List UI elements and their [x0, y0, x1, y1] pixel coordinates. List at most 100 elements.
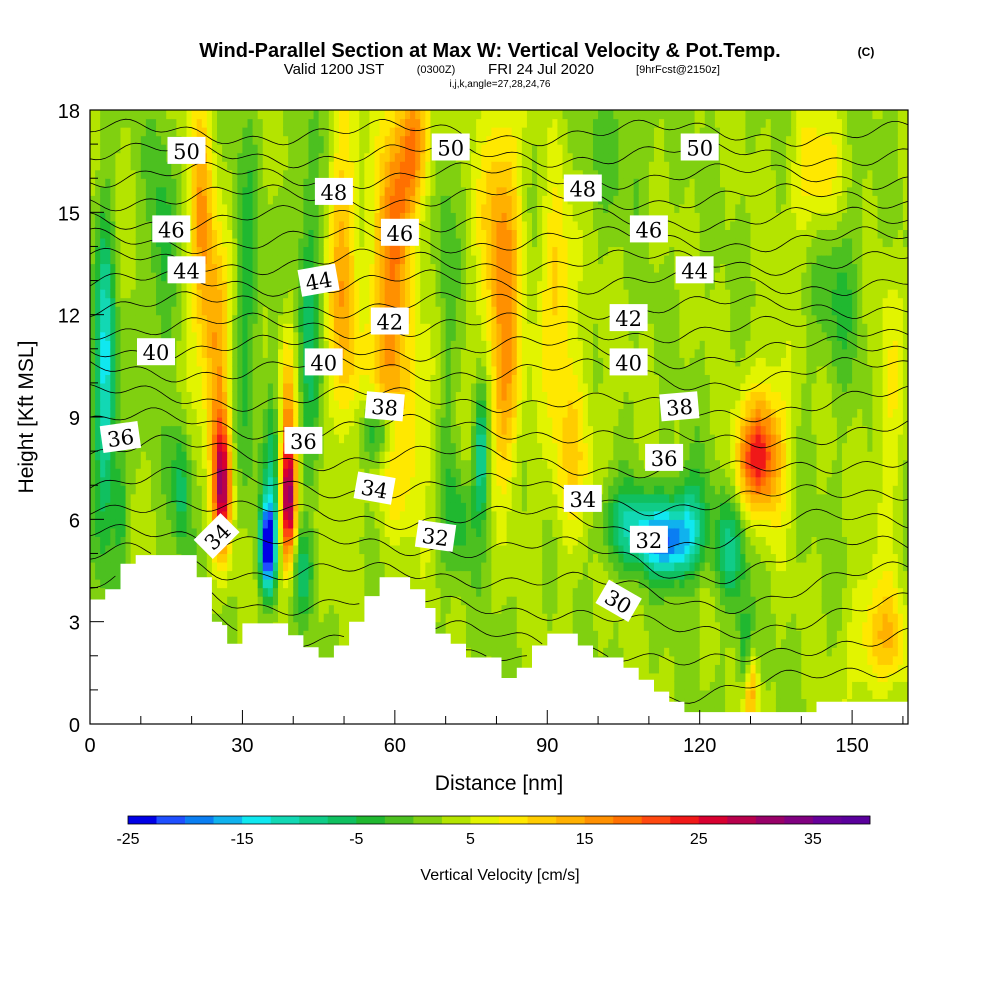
w-cell: [354, 118, 360, 128]
w-cell: [206, 510, 213, 520]
w-cell: [420, 340, 426, 350]
w-cell: [120, 340, 127, 350]
w-cell: [211, 314, 218, 324]
w-cell: [308, 493, 315, 503]
w-cell: [257, 570, 264, 580]
w-cell: [313, 553, 320, 563]
w-cell: [171, 374, 177, 384]
w-cell: [156, 399, 162, 410]
w-cell: [217, 357, 223, 367]
w-cell: [283, 476, 289, 486]
w-cell: [186, 178, 193, 188]
w-cell: [227, 553, 233, 563]
w-cell: [333, 161, 340, 171]
w-cell: [430, 195, 437, 205]
w-cell: [272, 434, 279, 444]
w-cell: [344, 493, 350, 503]
w-cell: [399, 246, 406, 256]
w-cell: [186, 451, 193, 461]
w-cell: [308, 212, 315, 222]
w-cell: [105, 195, 111, 205]
w-cell: [115, 203, 122, 213]
w-cell: [394, 527, 401, 537]
w-cell: [389, 348, 396, 358]
w-cell: [288, 237, 294, 248]
w-cell: [120, 229, 127, 239]
w-cell: [206, 144, 213, 154]
w-cell: [130, 536, 137, 546]
w-cell: [313, 237, 320, 248]
w-cell: [410, 110, 416, 120]
w-cell: [394, 297, 401, 307]
w-cell: [191, 348, 198, 358]
w-cell: [267, 485, 274, 495]
w-cell: [333, 297, 340, 307]
w-cell: [237, 417, 244, 427]
w-cell: [389, 544, 396, 555]
w-cell: [303, 169, 310, 179]
w-cell: [288, 306, 294, 316]
w-cell: [277, 254, 284, 265]
w-cell: [405, 408, 411, 418]
w-cell: [349, 229, 355, 239]
w-cell: [206, 553, 213, 563]
w-cell: [171, 519, 177, 529]
w-cell: [110, 280, 116, 290]
w-cell: [313, 596, 320, 606]
w-cell: [288, 604, 294, 614]
w-cell: [359, 340, 365, 350]
w-cell: [232, 579, 238, 589]
w-cell: [267, 246, 274, 256]
w-cell: [308, 613, 315, 623]
w-cell: [277, 229, 284, 239]
w-cell: [267, 434, 274, 444]
w-cell: [344, 254, 350, 265]
w-cell: [125, 110, 132, 120]
w-cell: [145, 272, 152, 282]
w-cell: [115, 519, 122, 529]
w-cell: [420, 297, 426, 307]
w-cell: [120, 289, 127, 299]
w-cell: [166, 442, 172, 452]
w-cell: [420, 434, 426, 444]
w-cell: [338, 553, 345, 563]
w-cell: [166, 502, 172, 512]
w-cell: [288, 579, 294, 589]
w-cell: [211, 254, 218, 265]
w-cell: [140, 203, 147, 213]
w-cell: [277, 357, 284, 367]
w-cell: [242, 604, 249, 614]
w-cell: [272, 408, 279, 418]
w-cell: [247, 382, 254, 393]
w-cell: [125, 382, 132, 393]
w-cell: [410, 365, 416, 375]
w-cell: [364, 374, 371, 384]
w-cell: [156, 536, 162, 546]
w-cell: [435, 203, 442, 213]
w-cell: [252, 468, 259, 478]
w-cell: [420, 553, 426, 563]
w-cell: [384, 186, 391, 196]
w-cell: [171, 280, 177, 290]
w-cell: [242, 306, 249, 316]
w-cell: [298, 579, 304, 589]
w-cell: [125, 340, 132, 350]
w-cell: [247, 485, 254, 495]
w-cell: [120, 493, 127, 503]
w-cell: [379, 374, 386, 384]
w-cell: [227, 417, 233, 427]
w-cell: [267, 442, 274, 452]
w-cell: [399, 527, 406, 537]
w-cell: [313, 476, 320, 486]
w-cell: [232, 178, 238, 188]
w-cell: [242, 323, 249, 333]
w-cell: [206, 220, 213, 230]
w-cell: [232, 596, 238, 606]
w-cell: [262, 417, 269, 427]
w-cell: [252, 220, 259, 230]
w-cell: [298, 399, 304, 410]
w-cell: [399, 152, 406, 162]
w-cell: [201, 203, 208, 213]
w-cell: [242, 408, 249, 418]
w-cell: [369, 570, 376, 580]
